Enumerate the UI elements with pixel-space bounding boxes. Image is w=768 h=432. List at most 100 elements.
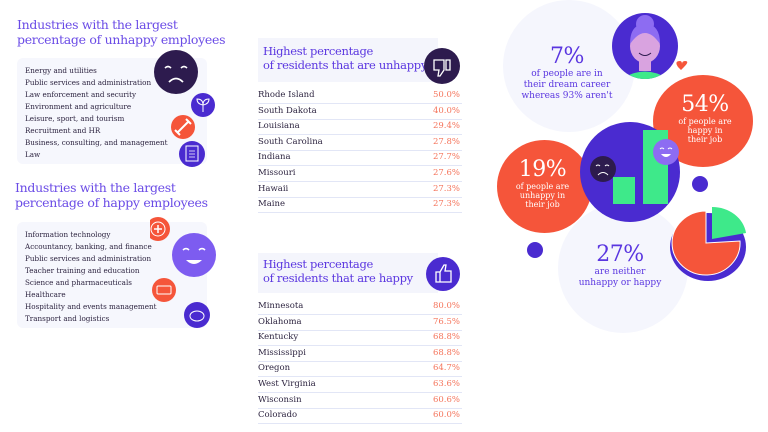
state-percentage: 27.3% bbox=[432, 183, 460, 194]
stat-percent: 27% bbox=[596, 242, 644, 267]
neither-bubble bbox=[558, 203, 688, 333]
title-line: Industries with the largest bbox=[17, 17, 178, 32]
state-percentage: 60.0% bbox=[432, 410, 460, 421]
unhappy-bubble bbox=[497, 140, 592, 233]
title-line: percentage of unhappy employees bbox=[17, 32, 226, 47]
table-row: Kentucky 68.8% bbox=[258, 330, 462, 347]
state-percentage: 50.0% bbox=[432, 90, 460, 100]
happy-industries-list: Information technology Accountancy, banki… bbox=[17, 222, 207, 328]
state-percentage: 40.0% bbox=[432, 105, 460, 116]
stat-label: happy in bbox=[687, 126, 723, 135]
title-line: Industries with the largest bbox=[15, 180, 176, 195]
state-name: South Carolina bbox=[258, 136, 323, 147]
pie-chart-icon bbox=[670, 206, 746, 281]
state-name: Maine bbox=[258, 199, 285, 210]
title-line: of residents that are unhappy bbox=[263, 58, 428, 72]
state-name: Colorado bbox=[258, 410, 298, 421]
stat-percent: 54% bbox=[681, 92, 729, 117]
unhappy-industries-title: Industries with the largest percentage o… bbox=[17, 17, 225, 47]
stat-label: their job bbox=[687, 135, 723, 144]
woman-avatar-icon bbox=[612, 13, 688, 79]
state-name: Indiana bbox=[258, 152, 291, 163]
stat-label: of people are in bbox=[531, 69, 603, 79]
state-name: Kentucky bbox=[258, 332, 299, 343]
table-row: Mississippi 68.8% bbox=[258, 346, 462, 362]
industry-list-item: Teacher training and education bbox=[25, 266, 140, 275]
thumbs-down-icon bbox=[424, 48, 460, 84]
title-line: percentage of happy employees bbox=[15, 195, 208, 210]
state-name: Wisconsin bbox=[258, 394, 302, 405]
unhappy-states-header bbox=[258, 38, 438, 82]
table-row: Colorado 60.0% bbox=[258, 408, 462, 425]
industry-list-item: Accountancy, banking, and finance bbox=[25, 242, 152, 251]
state-percentage: 27.7% bbox=[432, 152, 460, 163]
document-icon bbox=[179, 141, 205, 167]
happy-states-header bbox=[258, 253, 438, 293]
state-percentage: 64.7% bbox=[432, 363, 460, 374]
stat-label: whereas 93% aren't bbox=[521, 91, 613, 101]
stat-label: are neither bbox=[594, 267, 646, 277]
industry-list-item: Business, consulting, and management bbox=[25, 138, 168, 147]
piggy-bank-icon bbox=[184, 302, 210, 328]
table-row: Maine 27.3% bbox=[258, 197, 462, 214]
industry-list-item: Recruitment and HR bbox=[25, 126, 101, 135]
state-name: Oklahoma bbox=[258, 316, 302, 327]
stat-label: unhappy in bbox=[519, 191, 566, 200]
state-name: Minnesota bbox=[258, 301, 304, 311]
unhappy-stat: 19% of people are unhappy in their job bbox=[500, 157, 585, 210]
bar-chart-icon bbox=[590, 130, 679, 204]
state-percentage: 68.8% bbox=[432, 347, 460, 358]
industry-list-item: Law bbox=[25, 150, 41, 159]
decorative-dot bbox=[527, 242, 543, 258]
table-row: South Dakota 40.0% bbox=[258, 104, 462, 120]
industry-list-item: Energy and utilities bbox=[25, 66, 97, 75]
dream-career-stat: 7% of people are in their dream career w… bbox=[506, 45, 628, 102]
state-percentage: 29.4% bbox=[432, 121, 460, 132]
state-name: Mississippi bbox=[258, 347, 306, 358]
table-row: South Carolina 27.8% bbox=[258, 135, 462, 151]
table-row: Louisiana 29.4% bbox=[258, 119, 462, 136]
medical-cross-icon bbox=[150, 217, 170, 241]
state-percentage: 68.8% bbox=[432, 332, 460, 343]
industry-list-item: Law enforcement and security bbox=[25, 90, 137, 99]
table-row: Missouri 27.6% bbox=[258, 166, 462, 182]
sad-face-icon bbox=[590, 156, 616, 182]
state-name: West Virginia bbox=[258, 379, 316, 389]
state-name: Hawaii bbox=[258, 183, 289, 194]
dream-career-bubble bbox=[503, 0, 635, 132]
state-percentage: 63.6% bbox=[432, 379, 460, 389]
state-name: Rhode Island bbox=[258, 90, 315, 100]
plant-icon bbox=[191, 93, 215, 117]
industry-list-item: Hospitality and events management bbox=[25, 302, 157, 311]
industry-list-item: Public services and administration bbox=[25, 78, 152, 87]
table-row: Oregon 64.7% bbox=[258, 361, 462, 378]
stat-label: unhappy or happy bbox=[578, 278, 662, 288]
happy-states-title: Highest percentage of residents that are… bbox=[263, 257, 413, 285]
stat-percent: 19% bbox=[518, 157, 567, 182]
title-line: of residents that are happy bbox=[263, 271, 413, 285]
unhappy-states-title: Highest percentage of residents that are… bbox=[263, 44, 427, 72]
table-row: Minnesota 80.0% bbox=[258, 299, 462, 315]
stat-label: of people are bbox=[678, 117, 732, 126]
state-percentage: 76.5% bbox=[432, 316, 460, 327]
happy-stat: 54% of people are happy in their job bbox=[660, 92, 750, 145]
state-percentage: 27.8% bbox=[432, 136, 460, 147]
state-percentage: 80.0% bbox=[432, 301, 460, 311]
state-name: Louisiana bbox=[258, 121, 300, 132]
stat-label: their job bbox=[525, 200, 560, 209]
industry-list-item: Healthcare bbox=[25, 290, 66, 299]
state-percentage: 27.6% bbox=[432, 168, 460, 178]
dumbbell-icon bbox=[171, 115, 195, 139]
thumbs-up-icon bbox=[426, 257, 460, 291]
state-name: Oregon bbox=[258, 363, 291, 374]
industry-list-item: Environment and agriculture bbox=[25, 102, 132, 111]
car-icon bbox=[152, 278, 176, 302]
table-row: Hawaii 27.3% bbox=[258, 182, 462, 198]
state-percentage: 60.6% bbox=[432, 394, 460, 405]
neither-stat: 27% are neither unhappy or happy bbox=[565, 243, 675, 289]
industry-list-item: Information technology bbox=[25, 230, 111, 239]
happy-industries-title: Industries with the largest percentage o… bbox=[15, 180, 208, 210]
decorative-dot bbox=[692, 176, 708, 192]
table-row: Rhode Island 50.0% bbox=[258, 88, 462, 104]
stat-label: of people are bbox=[515, 182, 570, 191]
